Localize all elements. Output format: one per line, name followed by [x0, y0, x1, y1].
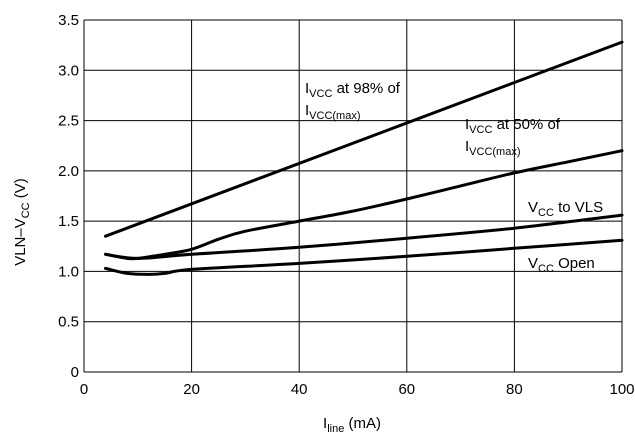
- x-tick-labels: 0 20 40 60 80 100: [80, 381, 635, 398]
- y-tick-label: 2.0: [58, 163, 79, 180]
- x-tick-label: 80: [506, 381, 523, 398]
- x-axis-title: Iline (mA): [323, 415, 381, 435]
- annotation-4-line-1: VCC Open: [528, 255, 595, 275]
- annotation-3-line-1: VCC to VLS: [528, 199, 603, 219]
- y-tick-label: 2.5: [58, 113, 79, 130]
- annotation-1-line-1: IVCC at 98% of: [305, 80, 401, 100]
- y-tick-label: 3.0: [58, 62, 79, 79]
- y-axis-title: VLN–VCC (V): [12, 178, 32, 266]
- y-tick-label: 0.5: [58, 314, 79, 331]
- x-tick-label: 20: [183, 381, 200, 398]
- series-line-4: [104, 238, 624, 276]
- y-tick-label: 1.0: [58, 263, 79, 280]
- series-line-3: [104, 213, 624, 260]
- x-tick-label: 100: [609, 381, 634, 398]
- series-line-1: [104, 40, 624, 238]
- x-tick-label: 0: [80, 381, 88, 398]
- x-tick-label: 60: [398, 381, 415, 398]
- annotation-1-line-2: IVCC(max): [305, 102, 361, 122]
- x-tick-label: 40: [291, 381, 308, 398]
- annotation-2-line-2: IVCC(max): [465, 138, 521, 158]
- grid: [83, 19, 623, 373]
- series-group: [104, 40, 624, 276]
- y-tick-labels: 0 0.5 1.0 1.5 2.0 2.5 3.0 3.5: [58, 12, 79, 381]
- y-tick-label: 3.5: [58, 12, 79, 29]
- y-tick-label: 1.5: [58, 213, 79, 230]
- y-tick-label: 0: [71, 364, 79, 381]
- annotation-2-line-1: IVCC at 50% of: [465, 116, 561, 136]
